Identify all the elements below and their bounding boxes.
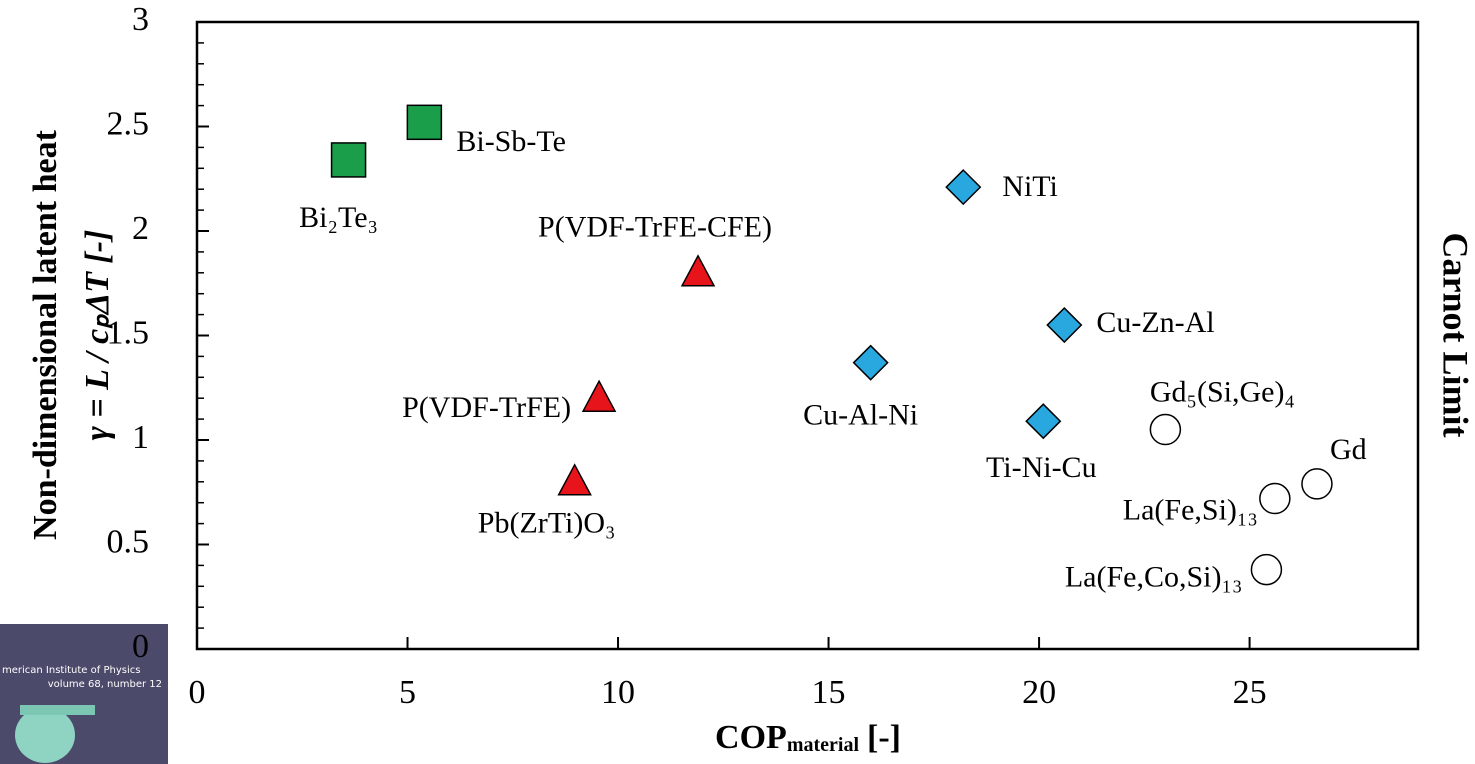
cover-shape — [15, 707, 75, 763]
y-tick-label: 1.5 — [107, 314, 150, 351]
y-tick-label: 0.5 — [107, 523, 150, 560]
point-label: Bi-Sb-Te — [456, 125, 566, 158]
marker — [407, 105, 441, 139]
plot-frame — [197, 22, 1418, 649]
x-tick-label: 5 — [399, 674, 416, 711]
y-label: Non-dimensional latent heat — [27, 129, 64, 540]
x-tick-label: 10 — [601, 674, 635, 711]
marker — [946, 170, 980, 204]
y-tick-label: 3 — [132, 1, 149, 38]
marker — [854, 346, 888, 380]
y-tick-label: 2 — [132, 210, 149, 247]
point-label: Pb(ZrTi)O₃ — [478, 507, 616, 540]
marker — [1260, 484, 1290, 514]
cover-shape — [20, 705, 95, 715]
cover-text: volume 68, number 12 — [48, 679, 162, 690]
x-tick-label: 0 — [189, 674, 206, 711]
y-tick-label: 2.5 — [107, 105, 150, 142]
x-tick-label: 25 — [1233, 674, 1267, 711]
marker — [682, 256, 714, 286]
point-label: La(Fe,Si)₁₃ — [1123, 493, 1258, 526]
x-tick-label: 15 — [812, 674, 846, 711]
point-label: Cu-Zn-Al — [1096, 306, 1214, 339]
point-label: Gd — [1330, 433, 1367, 466]
point-label: Gd₅(Si,Ge)₄ — [1150, 375, 1295, 408]
chart: Non-dimensional latent heat γ = L / cₚΔT… — [0, 0, 1475, 764]
right-label: Carnot Limit — [1436, 233, 1475, 438]
y-label-group: Non-dimensional latent heat — [27, 129, 64, 540]
x-label-main: COP — [715, 719, 787, 756]
marker — [559, 465, 591, 495]
point-label: Cu-Al-Ni — [803, 399, 918, 432]
marker — [332, 143, 366, 177]
marker — [1047, 308, 1081, 342]
x-tick-label: 20 — [1022, 674, 1056, 711]
x-label-sub: material — [787, 734, 860, 756]
point-label: La(Fe,Co,Si)₁₃ — [1065, 560, 1243, 593]
marker — [1026, 404, 1060, 438]
point-label: NiTi — [1002, 170, 1058, 203]
point-label: P(VDF-TrFE) — [402, 391, 571, 424]
point-label: Bi₂Te₃ — [299, 201, 378, 234]
marker — [1251, 555, 1281, 585]
marker — [1150, 415, 1180, 445]
point-label: P(VDF-TrFE-CFE) — [538, 211, 772, 244]
marker — [583, 381, 615, 411]
x-label-unit: [-] — [867, 719, 901, 756]
cover-text: merican Institute of Physics — [2, 665, 140, 676]
y-tick-label: 0 — [132, 628, 149, 665]
marker — [1302, 469, 1332, 499]
y-tick-label: 1 — [132, 419, 149, 456]
point-label: Ti-Ni-Cu — [986, 451, 1097, 484]
right-label-group: Carnot Limit — [1436, 233, 1475, 438]
x-label: COPmaterial [-] — [715, 719, 901, 756]
